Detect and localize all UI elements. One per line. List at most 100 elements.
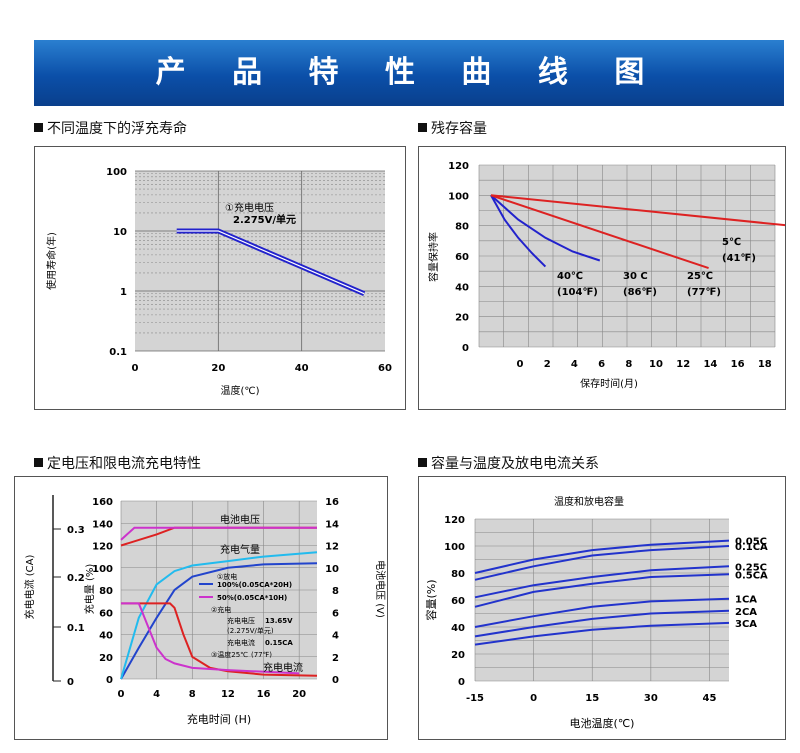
x-tick-label: 40	[295, 363, 309, 374]
legend: ①放电 100%(0.05CA*20H) 50%(0.05CA*10H) ②充电…	[199, 572, 293, 659]
y-tick-label: 100	[106, 167, 127, 178]
charging-panel: 0 20 40 60 80 100 120 140 160 0 2 4 6 8 10 12 14 16 0 4 8 12 1…	[14, 476, 388, 740]
x-tick-label: 0	[530, 693, 537, 704]
legend1-a: ①放电	[217, 572, 237, 581]
y-axis-label-ca: 充电电流 (CA)	[23, 555, 36, 620]
x-axis-label: 充电时间 (H)	[187, 712, 251, 726]
y-tick-pct: 160	[92, 497, 113, 508]
curve-label-f: (77℉)	[687, 287, 721, 298]
y-tick-label: 40	[455, 282, 469, 293]
series-current-100	[121, 602, 318, 677]
y-tick-v: 12	[325, 542, 339, 553]
y-tick-pct: 60	[99, 608, 113, 619]
series-label: 3CA	[735, 619, 757, 630]
page-title: 产 品 特 性 曲 线 图	[155, 55, 663, 90]
y-tick-label: 0.1	[109, 347, 127, 358]
y-tick-label: 60	[455, 252, 469, 263]
series-label: 0.05C	[735, 537, 767, 548]
x-tick-label: 12	[221, 689, 235, 700]
y-tick-label: 40	[451, 623, 465, 634]
x-tick-label: 4	[153, 689, 160, 700]
x-tick-label: 18	[758, 359, 772, 370]
annotation-line1: ①充电电压	[225, 201, 274, 214]
curve-label-f: (86℉)	[623, 287, 657, 298]
section-title-capacity: 容量与温度及放电电流关系	[418, 453, 599, 473]
legend3-v: 13.65V	[265, 617, 293, 625]
x-tick-label: 2	[544, 359, 551, 370]
y-tick-v: 2	[332, 653, 339, 664]
series-line	[490, 194, 601, 262]
legend3-c: (2.275V/单元)	[227, 626, 274, 635]
y-tick-label: 60	[451, 596, 465, 607]
residual-capacity-panel: 40℃ (104℉) 30 C (86℉) 25℃ (77℉) 5℃ (41℉) 0 20 40 6…	[418, 146, 799, 410]
y-tick-ca: 0	[67, 677, 74, 688]
y-axis-label: 使用寿命(年)	[45, 232, 58, 290]
series-line	[490, 194, 709, 270]
section-title-charging: 定电压和限电流充电特性	[34, 453, 201, 473]
y-tick-label: 20	[451, 650, 465, 661]
series-line	[490, 194, 547, 268]
y-tick-pct: 120	[92, 542, 113, 553]
y-tick-label: 0	[462, 343, 469, 354]
float-life-panel: ①充电电压 2.275V/单元 100 10 1 0.1 0 20 40 60 温度(℃) 使…	[34, 146, 406, 410]
capacity-temp-panel: 温度和放电容量 0.05C 0.1CA 0.25C 0.5CA 1CA 2CA 3CA 0 2…	[418, 476, 786, 740]
x-tick-label: 8	[625, 359, 632, 370]
section-title-retention: 残存容量	[418, 118, 487, 138]
y-tick-label: 120	[448, 161, 469, 172]
series-charge-100	[120, 562, 318, 680]
x-axis-label: 温度(℃)	[220, 384, 259, 397]
legend5-v: (77℉)	[251, 651, 272, 659]
x-tick-label: 8	[189, 689, 196, 700]
series-label: 1CA	[735, 595, 757, 606]
y-tick-pct: 140	[92, 519, 113, 530]
series-voltage-50	[120, 526, 317, 541]
float-life-chart: ①充电电压 2.275V/单元 100 10 1 0.1 0 20 40 60 温度(℃) 使…	[45, 167, 392, 397]
series-label: 0.1CA	[735, 542, 768, 553]
y-tick-pct: 0	[106, 675, 113, 686]
x-tick-label: 15	[585, 693, 599, 704]
series-line	[474, 609, 730, 638]
y-tick-label: 0	[458, 677, 465, 688]
legend2: 50%(0.05CA*10H)	[217, 594, 287, 602]
label-current: 充电电流	[263, 661, 303, 674]
legend3-a: ②充电	[211, 605, 231, 614]
y-tick-label: 1	[120, 287, 127, 298]
series-line	[474, 597, 730, 628]
x-tick-label: 12	[676, 359, 690, 370]
legend3-b: 充电电压	[227, 616, 255, 625]
y-tick-pct: 100	[92, 564, 113, 575]
banner: 产 品 特 性 曲 线 图	[34, 40, 784, 106]
y-axis-label-pct: 充电量 (%)	[83, 564, 96, 615]
x-tick-label: 30	[644, 693, 658, 704]
y-tick-ca: 0.1	[67, 623, 85, 634]
legend1-b: 100%(0.05CA*20H)	[217, 581, 292, 589]
series-line	[490, 194, 791, 227]
label-charge: 充电气量	[220, 543, 260, 556]
y-tick-ca: 0.2	[67, 573, 85, 584]
y-tick-v: 10	[325, 564, 339, 575]
series-line	[474, 545, 730, 581]
x-tick-label: 0	[118, 689, 125, 700]
x-tick-label: 20	[211, 363, 225, 374]
y-tick-label: 120	[444, 515, 465, 526]
series-line	[474, 565, 730, 599]
y-tick-v: 14	[325, 519, 339, 530]
series-line-highlight	[176, 230, 365, 295]
y-tick-v: 0	[332, 675, 339, 686]
x-axis-label: 保存时间(月)	[580, 377, 638, 390]
x-axis-label: 电池温度(℃)	[570, 716, 635, 730]
y-axis-label-v: 电池电压 (V)	[374, 560, 387, 618]
y-tick-ca: 0.3	[67, 525, 85, 536]
curve-label-f: (104℉)	[557, 287, 598, 298]
x-tick-label: 0	[517, 359, 524, 370]
x-tick-label: 4	[571, 359, 578, 370]
chart-title: 温度和放电容量	[554, 495, 624, 508]
x-tick-label: 20	[292, 689, 306, 700]
x-tick-label: 0	[132, 363, 139, 374]
y-axis-label: 容量(%)	[424, 579, 438, 620]
y-tick-v: 8	[332, 586, 339, 597]
y-tick-label: 80	[455, 222, 469, 233]
label-voltage: 电池电压	[220, 513, 260, 526]
